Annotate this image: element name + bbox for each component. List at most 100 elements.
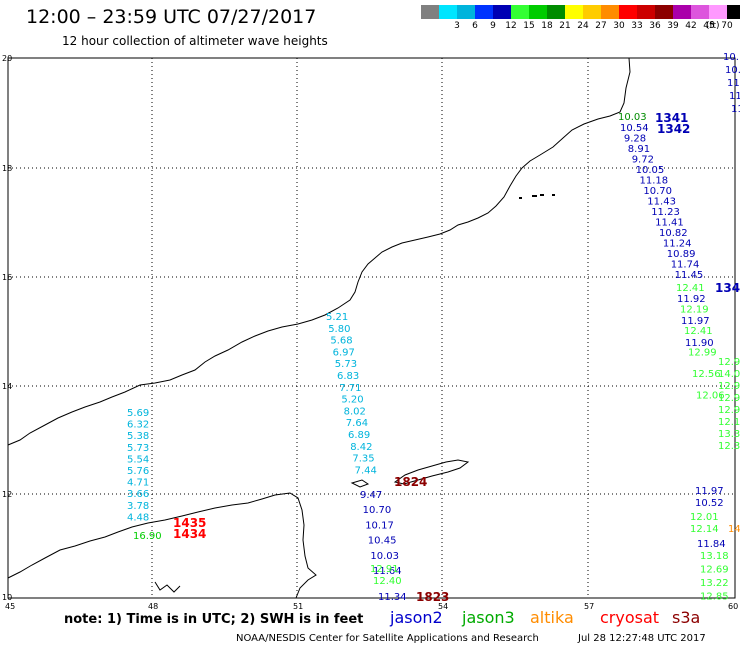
map-frame — [7, 57, 736, 599]
wave-height-value: 4.71 — [127, 478, 149, 489]
map-subtitle: 12 hour collection of altimeter wave hei… — [62, 34, 328, 48]
lat-tick: 14 — [2, 382, 12, 391]
scale-swatch — [475, 5, 493, 19]
wave-height-value: 11.18 — [640, 176, 669, 187]
wave-height-value: 10.70 — [363, 505, 392, 516]
wave-height-value: 10.54 — [620, 123, 649, 134]
scale-swatch — [457, 5, 475, 19]
wave-height-value: 4.48 — [127, 512, 149, 523]
scale-label: 33 — [631, 21, 643, 31]
scale-label: 45 — [703, 21, 715, 31]
wave-height-value: 5.69 — [127, 408, 149, 419]
footer-note: note: 1) Time is in UTC; 2) SWH is in fe… — [64, 612, 364, 627]
wave-height-value: 11.90 — [685, 338, 714, 349]
wave-height-value: 9.47 — [360, 490, 382, 501]
somali-coastline — [7, 492, 317, 599]
scale-unit-label: (ft) — [706, 21, 720, 31]
scale-swatch — [421, 5, 439, 19]
scale-swatch — [583, 5, 601, 19]
lon-tick-labels: 45 48 51 54 57 60 — [5, 602, 738, 611]
lon-tick: 45 — [5, 602, 15, 611]
wave-height-value: 7.35 — [352, 454, 374, 465]
wave-height-value: 10. — [725, 65, 740, 76]
lon-tick: 48 — [148, 602, 158, 611]
wave-height-value: 10.03 — [618, 112, 647, 123]
scale-label: 21 — [559, 21, 571, 31]
wave-height-value: 12.01 — [690, 512, 719, 523]
pass-time-labels: 1341 1342 134 1435 1434 1824 1823 — [173, 111, 740, 604]
wave-height-value: 10.82 — [659, 228, 688, 239]
scale-swatch — [727, 5, 740, 19]
wave-height-value: 12.85 — [700, 592, 729, 603]
wave-height-value: 12.41 — [684, 326, 713, 337]
scale-label: 9 — [490, 21, 496, 31]
lon-tick: 60 — [728, 602, 738, 611]
wave-height-value: 9.28 — [624, 134, 646, 145]
wave-height-value: 10.52 — [695, 498, 724, 509]
lat-tick-labels: 20 18 16 14 12 10 — [2, 54, 12, 602]
wave-height-value: 12.9 — [718, 357, 740, 368]
arabian-coastline — [7, 57, 631, 446]
wave-height-value: 10.70 — [643, 186, 672, 197]
wave-height-value: 8.91 — [628, 144, 650, 155]
wave-height-value: 6.32 — [127, 420, 149, 431]
wave-height-value: 12.14 — [690, 524, 719, 535]
legend-jason3: jason3 — [462, 608, 515, 627]
pass-time-label: 1341 — [655, 111, 688, 125]
socotra-island — [393, 459, 470, 485]
wave-height-value: 11.64 — [373, 566, 402, 577]
wave-height-value: 5.21 — [326, 312, 348, 323]
pass-time-label: 1435 — [173, 516, 206, 530]
pass-time-label: 1823 — [416, 590, 449, 604]
scale-label: 18 — [541, 21, 553, 31]
lat-tick: 12 — [2, 490, 12, 499]
scale-label: 24 — [577, 21, 589, 31]
wave-height-value: 12.9 — [718, 393, 740, 404]
pass-time-label: 1342 — [657, 122, 690, 136]
wave-height-value: 7.44 — [355, 465, 377, 476]
wave-height-value: 12.06 — [696, 391, 725, 402]
wave-height-value: 14.0 — [718, 369, 740, 380]
wave-height-value: 13.3 — [718, 429, 740, 440]
scale-label: 39 — [667, 21, 679, 31]
scale-swatch — [565, 5, 583, 19]
wave-height-value: 5.73 — [335, 359, 357, 370]
scale-label: 30 — [613, 21, 625, 31]
wave-height-value: 7.71 — [339, 383, 361, 394]
pass-time-label: 1434 — [173, 527, 206, 541]
wave-height-value: 11.45 — [675, 270, 704, 281]
wave-height-value: 10.03 — [370, 551, 399, 562]
wave-height-value: 11.23 — [651, 207, 680, 218]
scale-swatch — [673, 5, 691, 19]
lon-tick: 57 — [584, 602, 594, 611]
scale-label: 36 — [649, 21, 661, 31]
wave-height-value: 11.41 — [655, 218, 684, 229]
scale-swatch — [601, 5, 619, 19]
lat-tick: 10 — [2, 593, 12, 602]
wave-height-value: 10.45 — [368, 536, 397, 547]
wave-height-value: 3.78 — [127, 501, 149, 512]
scale-swatch — [547, 5, 565, 19]
wave-height-value: 11.74 — [671, 260, 700, 271]
legend-cryosat: cryosat — [600, 608, 660, 627]
scale-swatch — [511, 5, 529, 19]
wave-height-value: 10.17 — [365, 520, 394, 531]
wave-height-value: 13.22 — [700, 578, 729, 589]
scale-label: 6 — [472, 21, 478, 31]
wave-height-value: 11.43 — [647, 197, 676, 208]
scale-swatch — [529, 5, 547, 19]
wave-height-value: 13.18 — [700, 551, 729, 562]
wave-height-value: 12.19 — [680, 305, 709, 316]
wave-height-value: 12.41 — [676, 283, 705, 294]
pass-time-label: 1824 — [394, 475, 427, 489]
wave-height-value: 5.76 — [127, 466, 149, 477]
legend-jason2: jason2 — [390, 608, 443, 627]
wave-height-value: 11 — [727, 78, 740, 89]
lat-tick: 18 — [2, 164, 12, 173]
wave-height-value: 12.56 — [692, 369, 721, 380]
wave-height-value: 16.90 — [133, 531, 162, 542]
wave-height-value: 10. — [723, 52, 739, 63]
wave-height-value: 5.20 — [341, 395, 363, 406]
wave-height-value: 12.91 — [370, 564, 399, 575]
